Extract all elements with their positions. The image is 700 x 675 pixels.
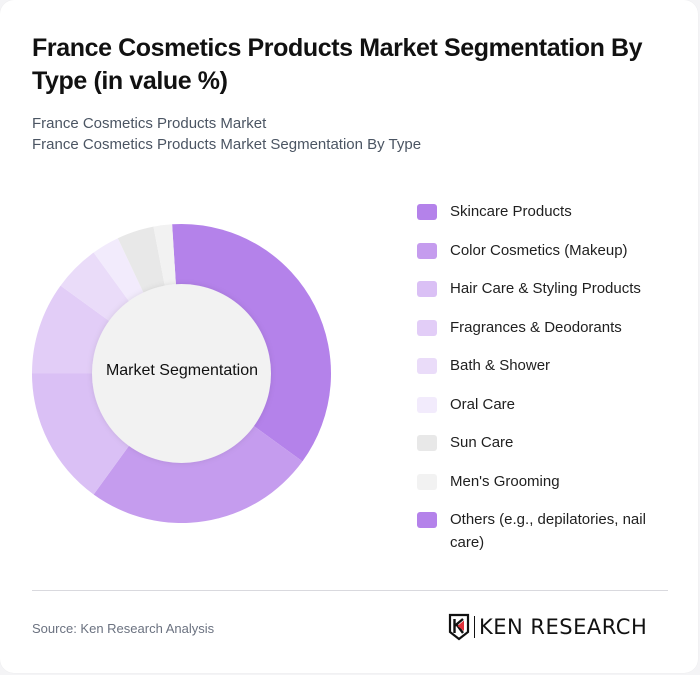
ken-research-logo[interactable]: KEN RESEARCH	[447, 613, 669, 641]
legend-item-hair-care[interactable]: Hair Care & Styling Products	[417, 275, 677, 314]
legend-swatch-icon	[417, 396, 437, 413]
legend-item-mens-grooming[interactable]: Men's Grooming	[417, 468, 677, 507]
legend-swatch-icon	[417, 204, 437, 220]
legend-swatch-icon	[417, 242, 437, 259]
logo-separator	[474, 616, 475, 638]
legend-item-sun-care[interactable]: Sun Care	[417, 429, 677, 468]
legend-item-bath-shower[interactable]: Bath & Shower	[417, 352, 677, 391]
legend-label: Men's Grooming	[450, 472, 560, 490]
donut-hole	[92, 284, 271, 463]
legend-item-color-cosmetics[interactable]: Color Cosmetics (Makeup)	[417, 237, 677, 276]
legend-swatch-icon	[417, 281, 437, 297]
legend-item-skincare[interactable]: Skincare Products	[417, 198, 677, 237]
legend-label: Oral Care	[450, 395, 516, 413]
legend-item-oral-care[interactable]: Oral Care	[417, 391, 677, 430]
donut-center-label: Market Segmentation	[105, 362, 259, 379]
legend-label: Fragrances & Deodorants	[450, 318, 622, 336]
chart-subtitle: France Cosmetics Products Market France …	[32, 113, 421, 155]
footer-divider	[32, 590, 668, 591]
legend-swatch-icon	[417, 358, 437, 374]
legend-swatch-icon	[417, 512, 437, 528]
legend-label: Skincare Products	[450, 203, 572, 220]
legend-label: Sun Care	[450, 434, 514, 451]
legend: Skincare Products Color Cosmetics (Makeu…	[417, 198, 677, 551]
legend-label: Hair Care & Styling Products	[450, 280, 641, 297]
legend-label: Others (e.g., depilatories, nail care)	[450, 511, 646, 551]
legend-label: Bath & Shower	[450, 357, 551, 374]
legend-swatch-icon	[417, 435, 437, 451]
legend-item-others[interactable]: Others (e.g., depilatories, nail care)	[417, 506, 677, 551]
legend-label: Color Cosmetics (Makeup)	[450, 241, 628, 259]
logo-text: KEN RESEARCH	[479, 615, 648, 639]
chart-title: France Cosmetics Products Market Segment…	[32, 34, 643, 95]
legend-item-fragrances[interactable]: Fragrances & Deodorants	[417, 314, 677, 353]
source-note: Source: Ken Research Analysis	[32, 621, 215, 636]
subtitle-line-1: France Cosmetics Products Market	[32, 115, 267, 132]
legend-swatch-icon	[417, 473, 437, 490]
subtitle-line-2: France Cosmetics Products Market Segment…	[32, 136, 422, 153]
ken-research-shield-icon	[448, 613, 470, 641]
legend-swatch-icon	[417, 319, 437, 336]
